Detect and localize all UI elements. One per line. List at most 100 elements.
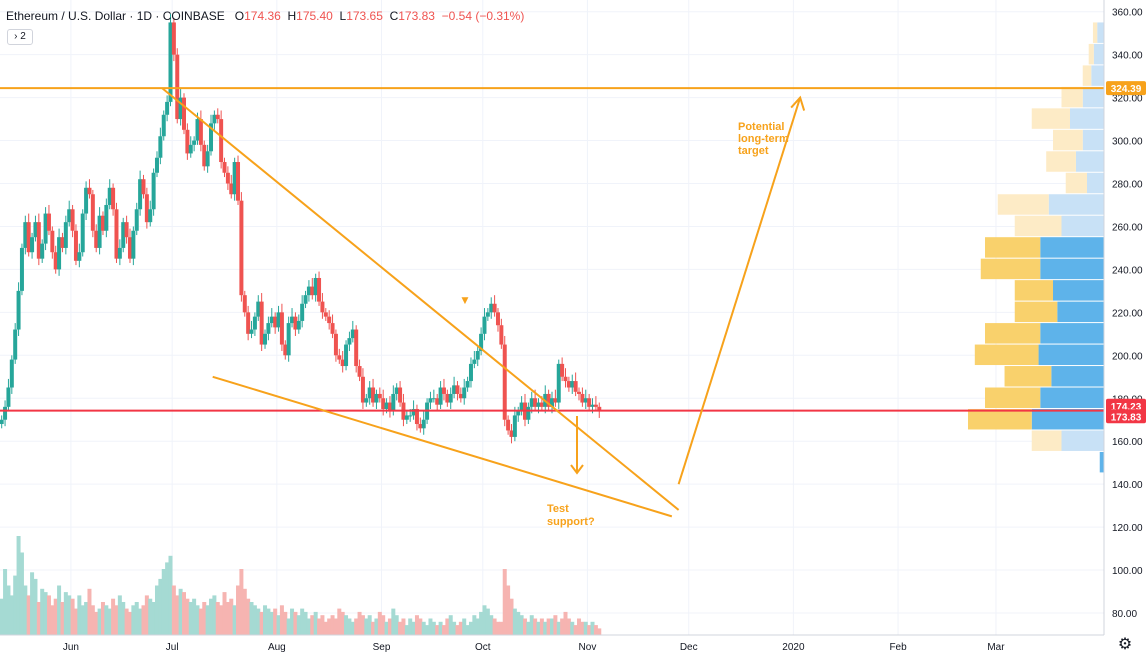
candle-body — [16, 290, 21, 330]
volume-bar — [127, 611, 132, 635]
volume-bar — [441, 625, 446, 635]
volume-bar — [67, 595, 72, 635]
volume-bar — [23, 585, 28, 635]
candle-body — [303, 295, 308, 304]
candle-body — [46, 213, 51, 231]
candle-body — [222, 162, 227, 173]
volume-bar — [411, 621, 416, 635]
symbol-title: Ethereum / U.S. Dollar · 1D · COINBASE — [6, 9, 225, 23]
volume-bar — [350, 621, 355, 635]
volume-bar — [6, 585, 11, 635]
candle-body — [556, 363, 561, 403]
candle-body — [259, 301, 264, 345]
volume-profile-sell — [1099, 451, 1104, 473]
candle-body — [26, 222, 31, 253]
candle-body — [104, 204, 109, 231]
indicator-toggle-button[interactable]: › 2 — [7, 29, 33, 45]
volume-profile-sell — [1040, 237, 1104, 258]
candle-body — [482, 316, 487, 334]
candle-body — [63, 222, 68, 248]
candle-body — [154, 157, 159, 173]
volume-bar — [428, 618, 433, 635]
volume-bar — [30, 572, 35, 635]
candle-body — [178, 97, 183, 120]
candle-body — [381, 398, 386, 409]
volume-profile-sell — [1075, 151, 1104, 172]
candle-body — [215, 114, 220, 120]
candle-body — [97, 215, 102, 248]
candle-body — [239, 200, 244, 296]
volume-bar — [178, 588, 183, 635]
volume-bar — [60, 602, 65, 635]
candle-body — [198, 119, 203, 145]
volume-bar — [374, 618, 379, 635]
candle-body — [485, 312, 490, 317]
volume-bar — [232, 605, 237, 635]
volume-bar — [367, 615, 372, 635]
candle-body — [384, 402, 389, 409]
volume-bar — [502, 569, 507, 635]
candle-body — [67, 209, 72, 223]
close-label: C — [389, 9, 399, 23]
candle-body — [533, 398, 538, 407]
volume-bar — [3, 569, 8, 635]
volume-profile-buy — [1053, 129, 1083, 151]
volume-bar — [0, 598, 4, 635]
volume-bar — [97, 608, 102, 635]
volume-bar — [512, 608, 517, 635]
close-value: 173.83 — [398, 9, 435, 23]
candle-body — [394, 387, 399, 394]
candle-body — [114, 209, 119, 259]
candle-body — [445, 393, 450, 403]
volume-bar — [560, 618, 565, 635]
candle-body — [107, 187, 112, 205]
candle-body — [202, 144, 207, 167]
volume-bar — [192, 598, 197, 635]
candle-body — [138, 179, 143, 210]
volume-profile-buy — [1014, 280, 1053, 301]
candle-body — [256, 301, 261, 317]
time-tick-label: 2020 — [782, 642, 805, 653]
volume-bar — [283, 611, 288, 635]
volume-bar — [273, 608, 278, 635]
volume-profile-buy — [1082, 65, 1092, 86]
volume-bar — [371, 621, 376, 635]
volume-bar — [580, 621, 585, 635]
volume-bar — [43, 592, 48, 635]
volume-bar — [479, 611, 484, 635]
volume-bar — [40, 588, 45, 635]
volume-bar — [448, 615, 453, 635]
volume-bar — [19, 552, 24, 635]
price-tick-label: 280.00 — [1112, 180, 1143, 191]
volume-bar — [57, 585, 62, 635]
candle-body — [590, 404, 595, 407]
candle-body — [553, 398, 558, 403]
price-tick-label: 360.00 — [1112, 8, 1143, 19]
volume-bar — [279, 605, 284, 635]
price-tick-label: 120.00 — [1112, 523, 1143, 534]
candle-body — [19, 247, 24, 291]
volume-bar — [347, 618, 352, 635]
candle-body — [418, 424, 423, 429]
chart-header: Ethereum / U.S. Dollar · 1D · COINBASE O… — [6, 9, 524, 23]
volume-bar — [495, 621, 500, 635]
volume-profile-buy — [985, 387, 1041, 408]
candle-body — [529, 398, 534, 407]
candle-body — [509, 430, 514, 437]
candle-body — [306, 286, 311, 296]
candle-body — [337, 355, 342, 360]
candle-body — [80, 213, 85, 253]
candle-body — [232, 162, 237, 195]
candle-body — [90, 194, 95, 231]
volume-profile-sell — [1038, 344, 1104, 366]
volume-profile-sell — [1087, 172, 1104, 194]
volume-bar — [391, 608, 396, 635]
gear-icon[interactable]: ⚙ — [1117, 634, 1133, 653]
candle-body — [249, 329, 254, 334]
open-label: O — [234, 9, 245, 23]
volume-bar — [259, 611, 264, 635]
candle-body — [472, 359, 477, 364]
volume-bar — [509, 598, 514, 635]
volume-bar — [587, 625, 592, 635]
